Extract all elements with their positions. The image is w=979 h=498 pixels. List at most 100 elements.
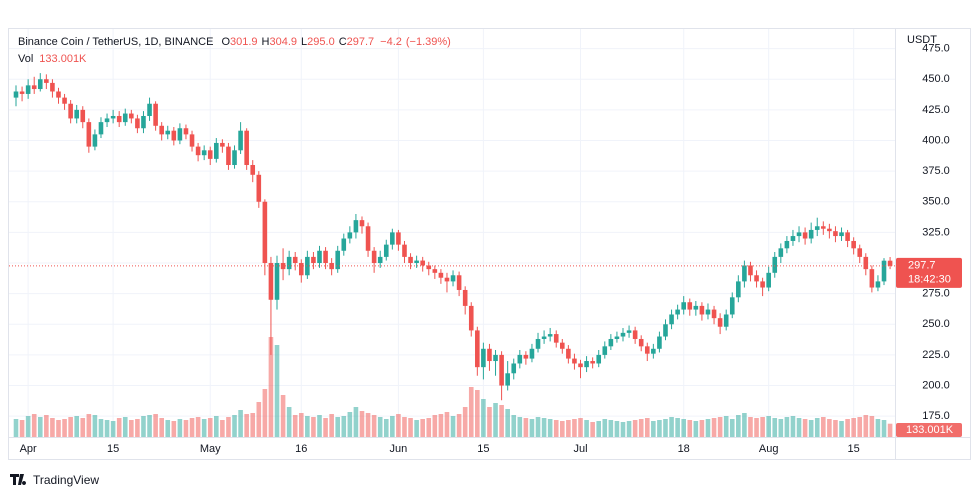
volume-bar	[280, 395, 286, 437]
volume-key: Vol	[18, 53, 33, 65]
candle-body	[487, 348, 492, 362]
candle-body	[232, 150, 237, 165]
volume-bar	[220, 420, 225, 437]
legend-change: −4.2	[380, 36, 402, 48]
candle-body	[159, 125, 164, 135]
candle-body	[863, 256, 869, 270]
volume-bar	[450, 416, 456, 437]
candle-body	[238, 130, 243, 151]
candle-body	[541, 336, 547, 339]
candle-body	[183, 128, 189, 135]
candle-body	[766, 272, 771, 288]
volume-bar	[159, 418, 164, 437]
volume-bar	[814, 418, 820, 437]
volume-bar	[493, 403, 498, 437]
candle-body	[335, 250, 341, 270]
candle-body	[742, 265, 747, 282]
candle-body	[50, 82, 55, 92]
candle-body	[80, 109, 86, 123]
candle-body	[887, 260, 893, 266]
candle-body	[420, 260, 425, 266]
volume-bar	[201, 419, 207, 437]
candle-body	[116, 115, 122, 123]
volume-bar	[50, 418, 55, 437]
candle-body	[663, 324, 668, 337]
candle-body	[274, 263, 280, 300]
candle-body	[92, 134, 98, 147]
candle-body	[68, 103, 73, 119]
volume-bar	[80, 418, 86, 437]
volume-bar	[359, 411, 365, 437]
volume-bar	[736, 415, 741, 437]
candle-body	[305, 256, 310, 276]
candle-body	[122, 113, 128, 123]
volume-bar	[262, 389, 268, 437]
volume-bar	[638, 419, 644, 437]
candle-body	[408, 256, 413, 264]
volume-bar	[845, 419, 850, 437]
candle-layer	[13, 73, 893, 401]
volume-bar	[68, 417, 73, 437]
candle-body	[426, 265, 432, 270]
volume-bar	[499, 405, 504, 437]
volume-bar	[438, 414, 444, 437]
volume-bar	[329, 414, 334, 437]
candle-body	[596, 354, 602, 364]
candle-body	[796, 232, 802, 237]
candle-body	[365, 226, 371, 251]
y-tick-label: 450.0	[922, 73, 950, 85]
volume-bar	[444, 412, 450, 437]
volume-bar	[729, 419, 735, 437]
volume-bar	[153, 414, 158, 437]
candle-body	[657, 336, 662, 349]
volume-bar	[851, 418, 856, 437]
volume-bar	[19, 420, 25, 437]
y-tick-label: 325.0	[922, 226, 950, 238]
candle-body	[869, 269, 875, 288]
volume-bar	[122, 417, 128, 437]
candle-body	[687, 302, 693, 310]
candle-body	[244, 130, 249, 165]
countdown-label: 18:42:30	[908, 274, 951, 286]
y-tick-label: 275.0	[922, 288, 950, 300]
volume-bar	[62, 419, 67, 437]
volume-bar	[505, 409, 510, 437]
volume-bar	[833, 420, 838, 437]
candle-body	[620, 332, 626, 337]
volume-bar	[13, 419, 19, 437]
volume-bar	[651, 421, 656, 437]
candle-body	[226, 146, 231, 165]
legend-line: Binance Coin / TetherUS, 1D, BINANCE O301…	[18, 36, 451, 48]
volume-layer	[13, 337, 893, 437]
volume-bar	[681, 419, 686, 437]
volume-bar	[881, 420, 887, 437]
candle-body	[699, 305, 705, 315]
candle-body	[632, 330, 638, 339]
candle-body	[341, 238, 347, 251]
volume-bar	[644, 418, 650, 437]
candle-body	[147, 103, 152, 116]
candle-body	[523, 354, 529, 359]
volume-bar	[572, 419, 577, 437]
volume-bar	[468, 387, 474, 437]
candle-body	[214, 142, 219, 159]
candle-body	[13, 91, 19, 98]
volume-bar	[839, 421, 844, 437]
volume-bar	[226, 417, 231, 437]
legend-value: 301.9	[230, 36, 258, 48]
candle-body	[754, 275, 759, 282]
candle-body	[693, 305, 699, 310]
volume-bar	[675, 418, 680, 437]
last-price-label: 297.7	[908, 260, 936, 272]
candle-body	[56, 91, 61, 98]
candle-body	[353, 220, 359, 233]
candle-body	[529, 348, 535, 359]
x-tick-label: Jun	[390, 443, 408, 455]
volume-bar	[857, 417, 863, 437]
candle-body	[669, 314, 674, 325]
candle-body	[110, 115, 116, 119]
candle-body	[827, 228, 832, 232]
volume-bar	[141, 416, 146, 437]
candle-body	[723, 314, 729, 327]
